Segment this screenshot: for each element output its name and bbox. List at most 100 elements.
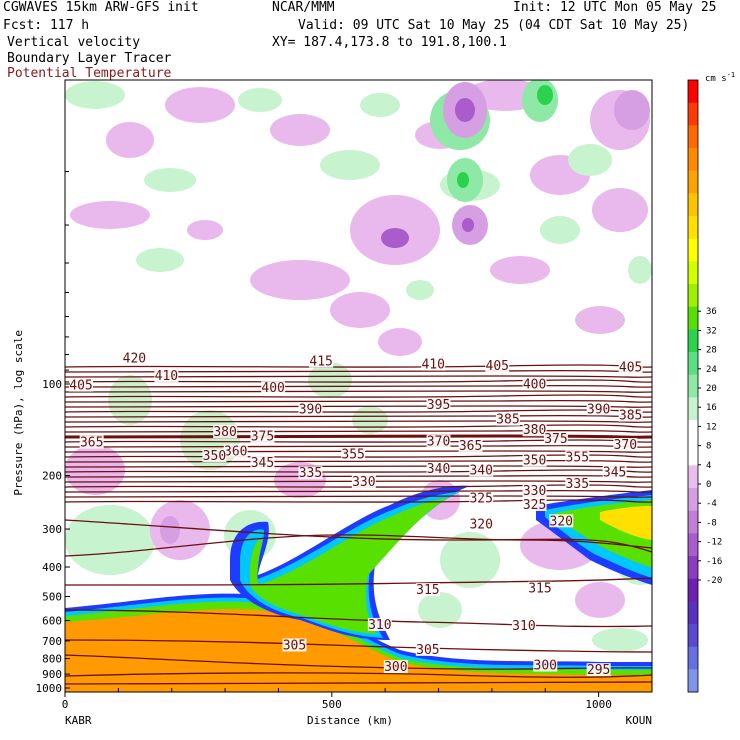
colorbar-swatch [688, 442, 698, 466]
theta-label-bg [543, 432, 568, 446]
theta-label-bg [511, 618, 536, 632]
theta-label: 310 [512, 619, 535, 634]
theta-label-bg [261, 381, 286, 395]
y-tick-label: 800 [42, 653, 62, 666]
colorbar-swatch [688, 170, 698, 194]
colorbar-label: 20 [706, 384, 717, 394]
colorbar-swatch [688, 510, 698, 534]
y-tick-label: 300 [42, 523, 62, 536]
theta-label: 335 [299, 466, 322, 481]
colorbar-label: 28 [706, 346, 717, 356]
theta-contour [65, 499, 652, 503]
theta-label-bg [351, 475, 376, 489]
theta-contour [65, 609, 652, 628]
theta-label-bg [250, 455, 275, 469]
theta-label: 355 [566, 451, 589, 466]
y-tick-label: 500 [42, 590, 62, 603]
theta-label: 335 [566, 477, 589, 492]
colorbar-swatch [688, 125, 698, 149]
theta-label-bg [298, 466, 323, 480]
colorbar-label: -12 [706, 538, 722, 548]
theta-label-bg [421, 357, 446, 371]
colorbar-swatch [688, 284, 698, 308]
colorbar-swatch [688, 193, 698, 217]
colorbar-label: 36 [706, 307, 717, 317]
theta-label-bg [618, 360, 643, 374]
theta-label: 320 [469, 517, 492, 532]
theta-contour [65, 577, 652, 586]
theta-label-bg [565, 450, 590, 464]
theta-label: 340 [427, 462, 450, 477]
org-label: NCAR/MMM [272, 0, 335, 15]
colorbar-swatch [688, 352, 698, 376]
theta-contour [65, 450, 652, 453]
colorbar-unit: cm s-1 [705, 71, 735, 84]
colorbar-swatch [688, 556, 698, 580]
theta-label: 330 [523, 484, 546, 499]
colorbar-swatch [688, 669, 698, 693]
theta-label-bg [79, 435, 104, 449]
theta-contour [65, 469, 652, 473]
theta-label-bg [367, 617, 392, 631]
colorbar-swatch [688, 578, 698, 602]
colorbar-swatch [688, 216, 698, 240]
colorbar-swatch [688, 420, 698, 444]
theta-contour [65, 394, 652, 398]
colorbar-label: 16 [706, 403, 717, 413]
theta-label: 315 [528, 582, 551, 597]
x-axis-label: Distance (km) [307, 714, 393, 727]
theta-label-bg [122, 351, 147, 365]
theta-label: 340 [469, 463, 492, 478]
x-tick-label: 1000 [585, 698, 612, 711]
colorbar-label: 24 [706, 365, 717, 375]
colorbar-swatch [688, 102, 698, 126]
colorbar-label: -4 [706, 499, 717, 509]
theta-label: 405 [486, 359, 509, 374]
potential-temperature-contours [65, 364, 652, 685]
y-tick-label: 700 [42, 635, 62, 648]
y-tick-label: 400 [42, 561, 62, 574]
plot-frame [64, 79, 653, 693]
theta-label-bg [69, 378, 94, 392]
colorbar-swatch [688, 374, 698, 398]
theta-label: 410 [421, 358, 444, 373]
theta-label: 300 [534, 659, 557, 674]
theta-label-bg [223, 444, 248, 458]
theta-contour [65, 484, 652, 488]
y-tick-label: 600 [42, 615, 62, 628]
theta-contour [65, 465, 652, 468]
x-tick-label: 500 [322, 698, 342, 711]
theta-contour [65, 639, 652, 653]
colorbar-swatch [688, 624, 698, 648]
theta-label: 385 [619, 409, 642, 424]
theta-label: 390 [587, 402, 610, 417]
y-tick-label: 900 [42, 668, 62, 681]
theta-label-bg [495, 412, 520, 426]
colorbar: 36 32 28 24 20 16 12 8 4 0 -4 -8 -12 -16 -20 [687, 79, 722, 693]
theta-label-bg [383, 660, 408, 674]
theta-label-bg [522, 377, 547, 391]
theta-label: 395 [427, 398, 450, 413]
theta-contour [65, 429, 652, 433]
theta-label: 410 [155, 369, 178, 384]
theta-contour [65, 459, 652, 463]
theta-label: 405 [69, 379, 92, 394]
theta-label: 385 [496, 413, 519, 428]
theta-label: 405 [619, 361, 642, 376]
colorbar-swatch [688, 306, 698, 330]
theta-label-bg [426, 397, 451, 411]
theta-label: 380 [523, 423, 546, 438]
field-potential-temperature: Potential Temperature [7, 66, 172, 81]
colorbar-swatch [688, 80, 698, 104]
theta-label-bg [527, 581, 552, 595]
theta-label: 305 [283, 638, 306, 653]
theta-label: 310 [368, 618, 391, 633]
theta-contour [65, 405, 652, 408]
colorbar-label: 32 [706, 326, 717, 336]
colorbar-label: -8 [706, 518, 717, 528]
endpoint-right: KOUN [626, 714, 653, 727]
model-title: CGWAVES 15km ARW-GFS init [3, 0, 199, 15]
colorbar-swatch [688, 465, 698, 489]
